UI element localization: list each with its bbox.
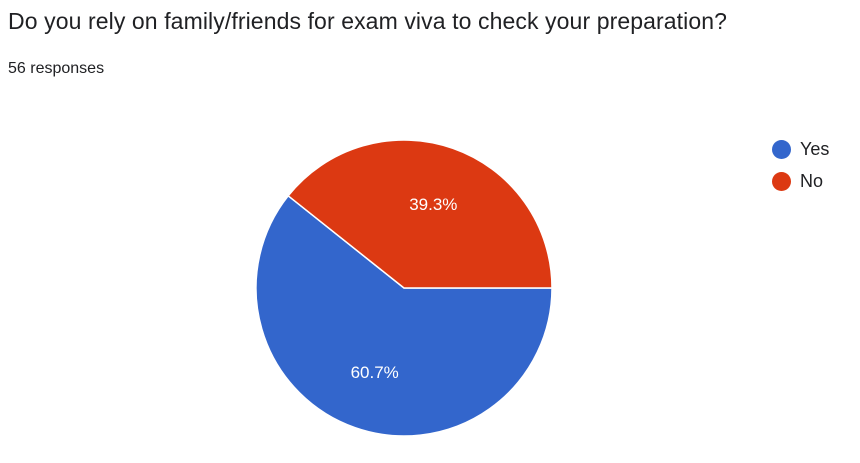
slice-label-no: 39.3% xyxy=(409,195,457,214)
legend-swatch-yes xyxy=(772,139,791,159)
legend-swatch-no xyxy=(772,171,791,191)
legend-label-no: No xyxy=(800,170,824,191)
pie-slice-yes[interactable] xyxy=(255,195,553,437)
pie-slices: 60.7% 39.3% xyxy=(255,139,553,437)
legend-item-yes[interactable]: Yes xyxy=(772,139,829,159)
legend-label-yes: Yes xyxy=(800,138,830,159)
slice-label-yes: 60.7% xyxy=(351,363,399,382)
legend-item-no[interactable]: No xyxy=(772,171,829,191)
response-count: 56 responses xyxy=(8,60,105,77)
pie-slice-no[interactable] xyxy=(287,139,553,289)
chart-legend: Yes No xyxy=(772,139,829,203)
question-title: Do you rely on family/friends for exam v… xyxy=(8,8,728,34)
